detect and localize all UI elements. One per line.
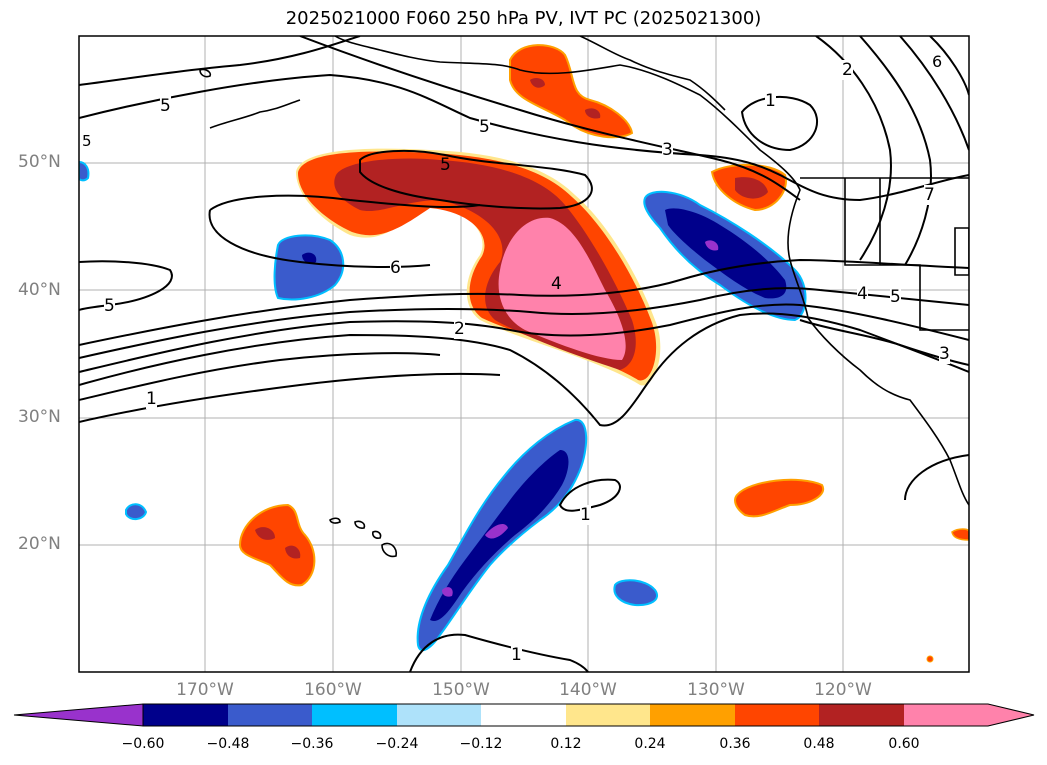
colorbar-tick: 0.60 — [888, 736, 920, 752]
lat-label-50n: 50°N — [18, 152, 61, 172]
colorbar-tick: 0.24 — [634, 736, 666, 752]
colorbar-tick: 0.36 — [719, 736, 751, 752]
gridlines — [79, 36, 969, 672]
contour-label: 4 — [857, 284, 868, 304]
lat-label-40n: 40°N — [18, 280, 61, 300]
coastlines — [199, 36, 969, 558]
contour-label: 3 — [939, 344, 950, 364]
ivt-contours — [79, 36, 969, 672]
positive-anomaly-central — [296, 148, 661, 386]
positive-anomaly-pacific-nw — [710, 163, 787, 212]
lat-label-20n: 20°N — [18, 534, 61, 554]
colorbar-tick: −0.12 — [459, 736, 503, 752]
contour-label: 5 — [479, 117, 490, 137]
lon-label-170w: 170°W — [176, 680, 234, 700]
negative-anomaly-subtropical — [416, 419, 588, 652]
lon-label-150w: 150°W — [432, 680, 490, 700]
contour-label: 5 — [890, 287, 901, 307]
lon-label-140w: 140°W — [559, 680, 617, 700]
positive-anomaly-edge — [951, 528, 969, 541]
lat-label-30n: 30°N — [18, 407, 61, 427]
negative-anomaly-west — [273, 234, 345, 301]
colorbar-tick: −0.24 — [375, 736, 419, 752]
contour-label: 1 — [580, 505, 591, 525]
contour-label: 1 — [146, 389, 157, 409]
colorbar-tick: 0.48 — [803, 736, 835, 752]
contour-label: 2 — [454, 319, 465, 339]
contour-label: 6 — [390, 258, 401, 278]
negative-anomaly-ca-coast — [643, 190, 807, 322]
contour-label: 5 — [104, 296, 115, 316]
contour-label: 1 — [511, 645, 522, 665]
contour-label: 3 — [662, 140, 673, 160]
contour-label: 1 — [765, 91, 776, 111]
contour-label: 4 — [551, 274, 562, 294]
chart-title: 2025021000 F060 250 hPa PV, IVT PC (2025… — [285, 8, 762, 29]
map-background — [79, 36, 969, 672]
lon-label-160w: 160°W — [304, 680, 362, 700]
positive-anomaly-hawaii — [238, 503, 316, 587]
lon-label-130w: 130°W — [687, 680, 745, 700]
positive-anomaly-subtropical-east — [734, 478, 825, 518]
colorbar-tick: −0.48 — [206, 736, 250, 752]
positive-anomaly-dot — [926, 655, 934, 663]
contour-label: 6 — [932, 52, 943, 71]
contour-label: 5 — [440, 155, 451, 175]
contour-label: 2 — [842, 60, 853, 80]
negative-anomaly-small-west — [125, 503, 148, 520]
contour-label: 5 — [160, 96, 171, 116]
contour-label: 7 — [924, 185, 935, 205]
lon-label-120w: 120°W — [814, 680, 872, 700]
positive-anomaly-north — [509, 44, 634, 139]
negative-anomaly-small-east — [613, 579, 658, 607]
map-frame — [78, 35, 970, 673]
colorbar-tick: −0.60 — [121, 736, 165, 752]
colorbar-tick: −0.36 — [290, 736, 334, 752]
colorbar-tick: 0.12 — [550, 736, 582, 752]
contour-label: 5 — [82, 132, 92, 150]
